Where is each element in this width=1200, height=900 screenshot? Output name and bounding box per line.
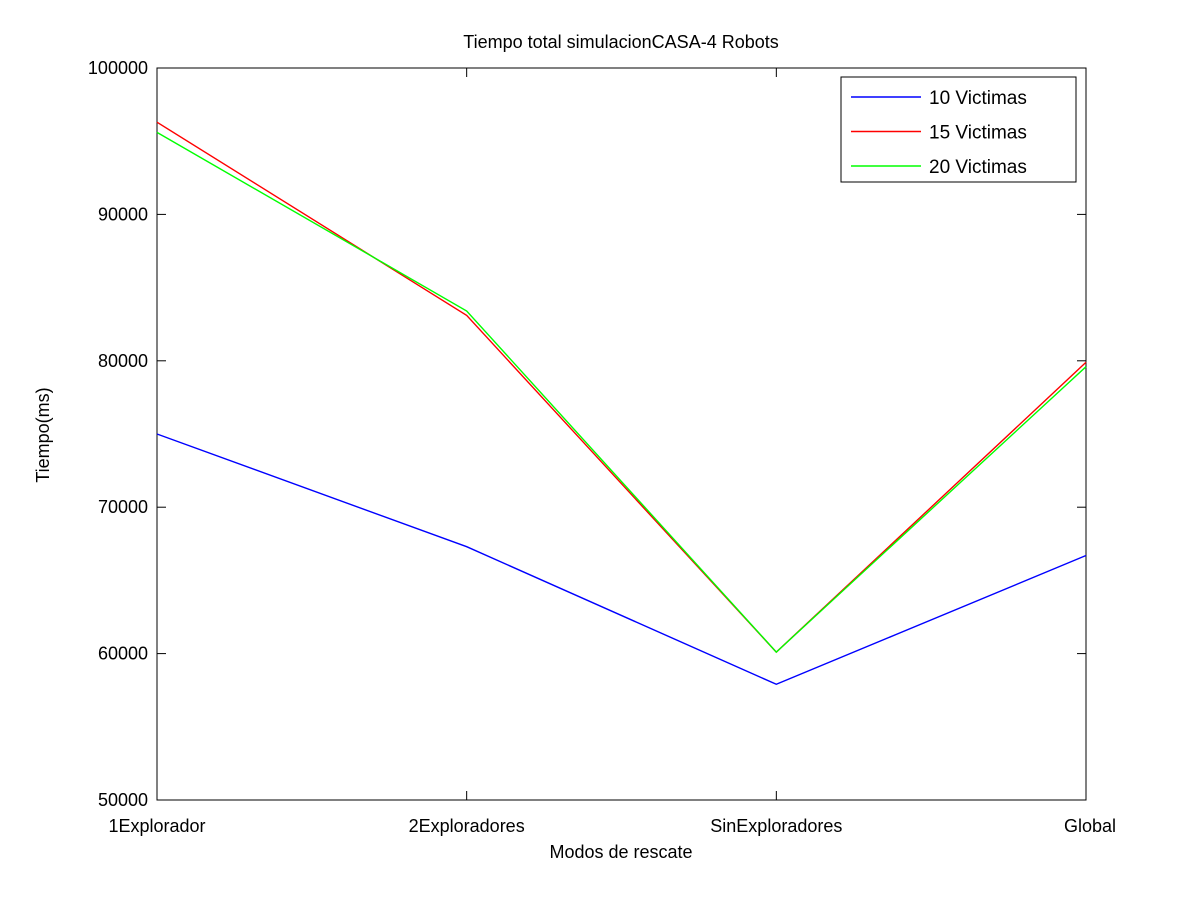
y-tick-label: 70000	[98, 497, 148, 517]
legend-label: 20 Victimas	[929, 157, 1027, 178]
y-tick-label: 90000	[98, 204, 148, 224]
x-tick-label: SinExploradores	[710, 816, 842, 836]
y-tick-label: 50000	[98, 790, 148, 810]
legend-label: 10 Victimas	[929, 88, 1027, 109]
y-tick-label: 60000	[98, 644, 148, 664]
legend-box	[840, 76, 1077, 183]
x-tick-label: Global	[1064, 816, 1116, 836]
legend: 10 Victimas 15 Victimas 20 Victimas	[840, 76, 1077, 183]
legend-label: 15 Victimas	[929, 123, 1027, 144]
y-tick-label: 100000	[88, 58, 148, 78]
chart-title: Tiempo total simulacionCASA-4 Robots	[463, 32, 778, 52]
y-axis-label: Tiempo(ms)	[33, 387, 53, 482]
plot-area: 50000 60000 70000 80000 90000 100000 1Explorad…	[88, 58, 1116, 836]
x-axis-label: Modos de rescate	[549, 842, 692, 862]
x-tick-label: 2Exploradores	[409, 816, 525, 836]
series-line-3	[156, 131, 1087, 654]
x-tick-label: 1Explorador	[108, 816, 205, 836]
series-line-1	[156, 433, 1087, 686]
y-tick-label: 80000	[98, 351, 148, 371]
series-line-2	[156, 121, 1087, 654]
